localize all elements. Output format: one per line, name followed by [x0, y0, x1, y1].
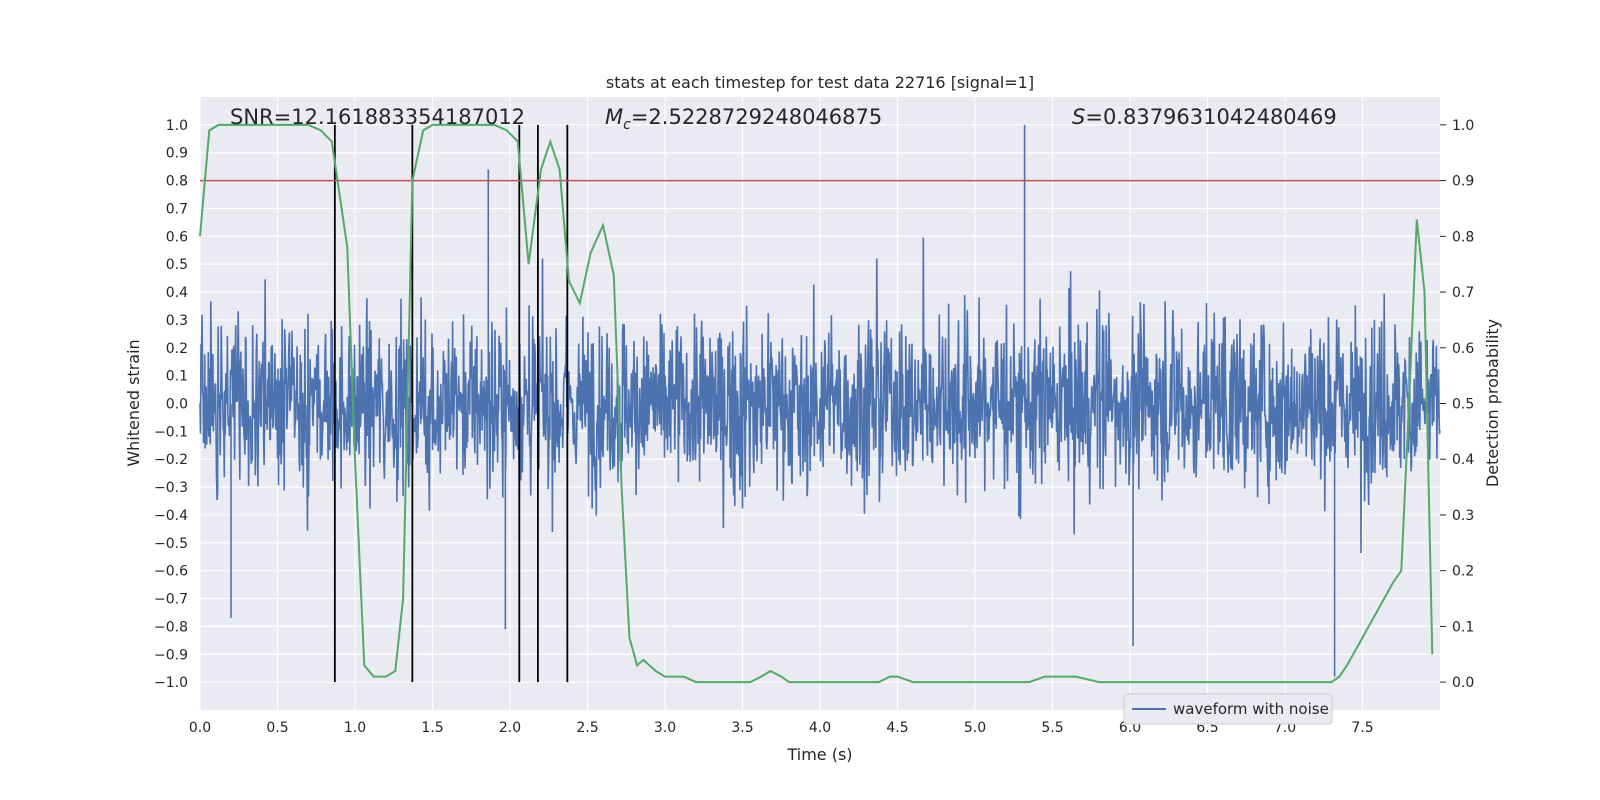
detection-probability-line	[199, 123, 1434, 684]
mc-subscript: c	[623, 117, 631, 133]
x-tick-label: 7.5	[1351, 720, 1373, 736]
y-left-tick-label: 0.3	[166, 313, 188, 329]
y-right-tick-label: 0.6	[1452, 341, 1474, 357]
y-right-tick-label: 0.9	[1452, 174, 1474, 190]
legend: waveform with noise	[1123, 693, 1333, 725]
x-tick-label: 0.0	[189, 720, 211, 736]
mc-annotation: Mc=2.5228729248046875	[605, 105, 882, 133]
legend-box	[1123, 693, 1333, 725]
chart-title: stats at each timestep for test data 227…	[606, 73, 1034, 92]
y-axis-label-left: Whitened strain	[124, 339, 143, 466]
x-tick-label: 2.5	[576, 720, 598, 736]
y-left-tick-label: 0.5	[166, 257, 188, 273]
y-right-tick-label: 0.1	[1452, 619, 1474, 635]
y-right-tick-label: 0.0	[1452, 675, 1474, 691]
x-tick-label: 3.5	[731, 720, 753, 736]
x-tick-label: 5.5	[1041, 720, 1063, 736]
mc-value: =2.5228729248046875	[631, 105, 882, 129]
y-left-tick-label: 0.0	[166, 397, 188, 413]
y-left-tick-label: 1.0	[166, 118, 188, 134]
y-left-tick-label: −0.9	[154, 647, 188, 663]
y-left-tick-label: −0.5	[154, 536, 188, 552]
y-left-tick-label: −0.4	[154, 508, 188, 524]
y-left-tick-label: 0.6	[166, 229, 188, 245]
y-right-tick-label: 0.8	[1452, 229, 1474, 245]
y-right-tick-label: 1.0	[1452, 118, 1474, 134]
y-right-tick-label: 0.4	[1452, 452, 1474, 468]
y-left-tick-label: −0.8	[154, 619, 188, 635]
x-tick-label: 0.5	[266, 720, 288, 736]
y-left-tick-label: −0.7	[154, 592, 188, 608]
legend-label: waveform with noise	[1173, 700, 1329, 718]
y-left-tick-label: 0.4	[166, 285, 188, 301]
x-tick-label: 4.0	[809, 720, 831, 736]
snr-annotation: SNR=12.161883354187012	[230, 105, 525, 129]
y-left-tick-label: 0.9	[166, 146, 188, 162]
y-left-tick-label: 0.2	[166, 341, 188, 357]
mc-symbol: M	[605, 105, 623, 129]
x-tick-label: 1.0	[344, 720, 366, 736]
y-left-tick-label: −0.2	[154, 452, 188, 468]
x-tick-label: 4.5	[886, 720, 908, 736]
x-tick-label: 5.0	[964, 720, 986, 736]
y-left-tick-label: −1.0	[154, 675, 188, 691]
y-right-tick-labels: 1.0 0.9 0.8 0.7 0.6 0.5 0.4 0.3 0.2 0.1 0.0	[1440, 118, 1474, 691]
y-left-tick-label: 0.7	[166, 201, 188, 217]
y-left-tick-label: −0.3	[154, 480, 188, 496]
y-left-tick-labels: 1.0 0.9 0.8 0.7 0.6 0.5 0.4 0.3 0.2 0.1 0.0 −0.1 −0.…	[154, 118, 188, 691]
waveform-series	[199, 124, 1441, 677]
y-axis-label-right: Detection probability	[1483, 319, 1502, 487]
y-right-tick-label: 0.7	[1452, 285, 1474, 301]
s-value: =0.8379631042480469	[1085, 105, 1336, 129]
waveform-trace	[199, 237, 1441, 554]
y-right-tick-label: 0.3	[1452, 508, 1474, 524]
s-symbol: S	[1072, 105, 1085, 129]
x-tick-labels: 0.0 0.5 1.0 1.5 2.0 2.5 3.0 3.5 4.0 4.5 5.0 5.5 6.0 6…	[189, 720, 1374, 736]
y-left-tick-label: 0.8	[166, 174, 188, 190]
y-left-tick-label: 0.1	[166, 369, 188, 385]
y-right-tick-label: 0.2	[1452, 564, 1474, 580]
x-axis-label: Time (s)	[786, 745, 852, 764]
y-left-tick-label: −0.1	[154, 424, 188, 440]
x-tick-label: 3.0	[654, 720, 676, 736]
x-tick-label: 1.5	[421, 720, 443, 736]
s-annotation: S=0.8379631042480469	[1072, 105, 1337, 129]
y-right-tick-label: 0.5	[1452, 397, 1474, 413]
x-tick-label: 2.0	[499, 720, 521, 736]
y-left-tick-label: −0.6	[154, 564, 188, 580]
